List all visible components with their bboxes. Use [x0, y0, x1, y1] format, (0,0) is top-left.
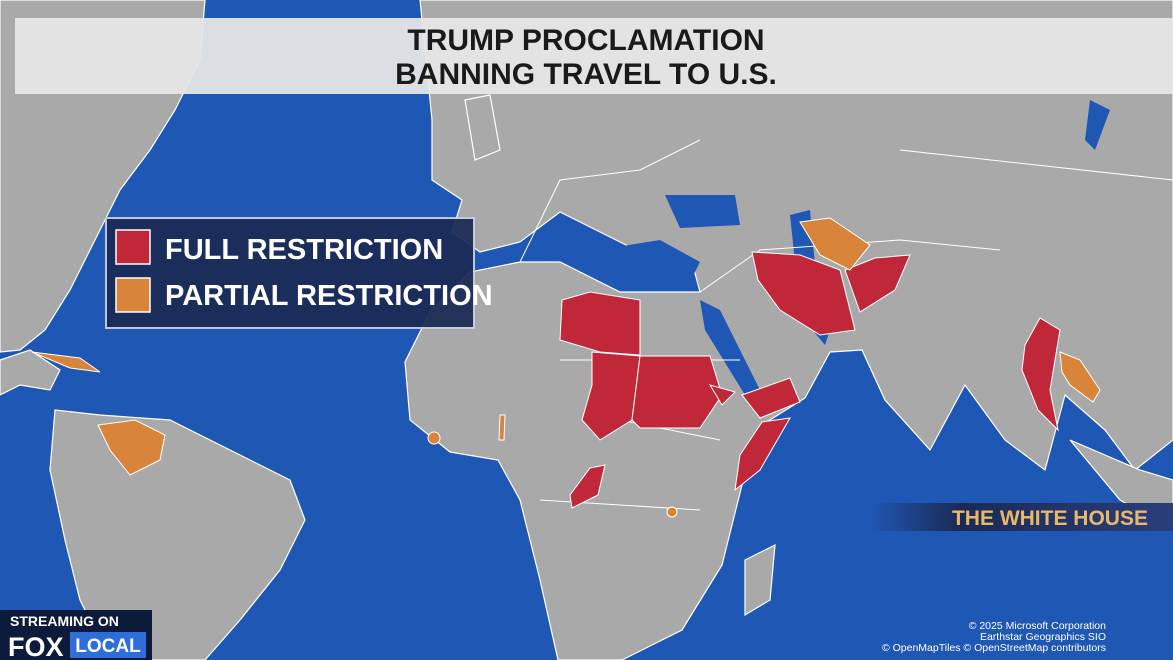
country — [799, 217, 871, 271]
partial-restriction-countries — [31, 217, 1101, 518]
title-bar — [15, 18, 1173, 94]
country — [427, 431, 441, 445]
country — [708, 384, 736, 406]
full-restriction-countries — [559, 251, 1061, 509]
country — [1059, 351, 1101, 403]
logo-sub: LOCAL — [75, 636, 141, 657]
country — [1021, 317, 1061, 432]
country — [31, 351, 101, 373]
title: TRUMP PROCLAMATION — [407, 24, 764, 57]
legend-swatch — [115, 229, 151, 265]
country — [666, 506, 678, 518]
country — [498, 414, 506, 441]
logo-sub-box — [70, 632, 146, 658]
title: BANNING TRAVEL TO U.S. — [395, 58, 777, 91]
source: THE WHITE HOUSE — [952, 507, 1148, 530]
attribution: © 2025 Microsoft Corporation — [969, 620, 1106, 632]
country — [741, 377, 801, 419]
country — [631, 355, 723, 429]
attribution: © OpenMapTiles © OpenStreetMap contribut… — [882, 642, 1106, 654]
legend-swatch — [115, 277, 151, 313]
country — [751, 251, 856, 336]
logo-brand: FOX — [8, 632, 64, 660]
country — [734, 417, 791, 492]
attribution: Earthstar Geographics SIO — [980, 631, 1106, 643]
country — [844, 254, 911, 313]
country — [559, 291, 641, 356]
legend-label: FULL RESTRICTION — [165, 234, 443, 266]
country — [569, 464, 606, 509]
legend-label: PARTIAL RESTRICTION — [165, 280, 493, 312]
country — [97, 419, 166, 476]
logo-top: STREAMING ON — [10, 613, 119, 629]
source-band — [870, 503, 1173, 531]
legend — [105, 217, 475, 329]
